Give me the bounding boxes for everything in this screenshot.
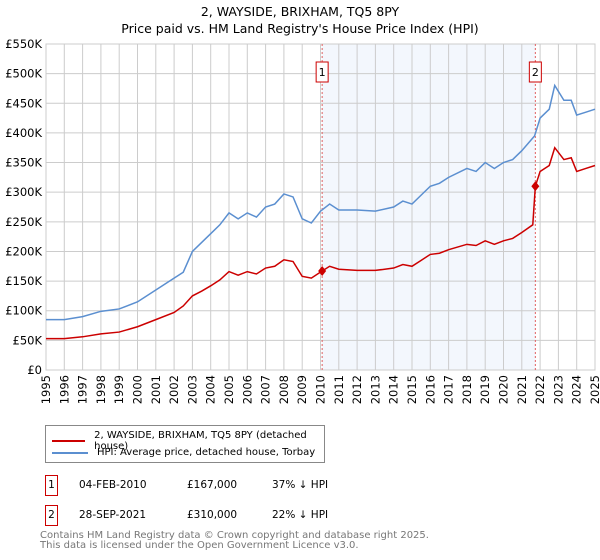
annotation-box	[315, 61, 329, 83]
marker-badge: 1	[45, 475, 58, 496]
legend-item-hpi: HPI: Average price, detached house, Torb…	[52, 447, 315, 458]
plot-area: £0 £50K £100K £150K £200K £250K £300K £350K £400…	[5, 37, 600, 404]
x-tick-label: 1996	[57, 375, 71, 404]
x-tick-label: 2015	[405, 375, 419, 404]
y-tick-label: £50K	[13, 333, 43, 347]
annotation-label: 1	[319, 66, 326, 79]
x-tick-label: 2024	[570, 375, 584, 404]
x-tick-label: 2013	[368, 375, 382, 404]
y-tick-label: £300K	[5, 185, 42, 199]
transaction-price: £310,000	[187, 509, 238, 521]
chart-title: 2, WAYSIDE, BRIXHAM, TQ5 8PY	[200, 4, 400, 19]
x-tick-label: 2000	[131, 375, 145, 404]
sale-point	[531, 181, 540, 192]
legend-swatch	[52, 451, 88, 454]
x-tick-label: 2020	[497, 375, 511, 404]
x-tick-label: 2011	[332, 375, 346, 404]
y-tick-label: £250K	[5, 215, 42, 229]
y-tick-label: £550K	[5, 37, 42, 51]
x-tick-label: 2005	[222, 375, 236, 404]
x-tick-label: 2021	[515, 375, 529, 404]
plot-border	[45, 43, 596, 371]
annotation-box	[528, 61, 542, 83]
x-tick-label: 2007	[259, 375, 273, 404]
y-tick-label: £400K	[5, 126, 42, 140]
x-tick-label: 2025	[588, 375, 600, 404]
legend-swatch	[52, 440, 86, 442]
x-tick-label: 2004	[204, 375, 218, 404]
x-tick-label: 2022	[533, 375, 547, 404]
footer-line: This data is licensed under the Open Gov…	[40, 540, 359, 551]
y-tick-label: £450K	[5, 96, 42, 110]
series-line	[46, 146, 596, 340]
x-tick-label: 1995	[39, 375, 53, 404]
sale-point	[318, 266, 327, 277]
x-tick-label: 2009	[295, 375, 309, 404]
x-tick-label: 2016	[423, 375, 437, 404]
series-line	[46, 83, 596, 321]
shaded-period	[322, 44, 536, 370]
x-tick-label: 1999	[112, 375, 126, 404]
transaction-diff: 22% ↓ HPI	[272, 509, 329, 521]
footer-line: Contains HM Land Registry data © Crown c…	[40, 530, 429, 541]
x-tick-label: 1998	[94, 375, 108, 404]
x-tick-label: 2023	[551, 375, 565, 404]
y-tick-label: £350K	[5, 156, 42, 170]
transaction-row: 1 04-FEB-2010 £167,000 37% ↓ HPI	[45, 475, 445, 497]
x-tick-label: 2006	[240, 375, 254, 404]
transaction-date: 28-SEP-2021	[79, 509, 147, 521]
x-tick-label: 2014	[387, 375, 401, 404]
annotation-label: 2	[532, 66, 539, 79]
x-tick-label: 2010	[314, 375, 328, 404]
legend-label: 2, WAYSIDE, BRIXHAM, TQ5 8PY (detached h…	[94, 430, 307, 452]
legend: 2, WAYSIDE, BRIXHAM, TQ5 8PY (detached h…	[45, 425, 325, 463]
x-tick-label: 2017	[442, 375, 456, 404]
transaction-price: £167,000	[187, 479, 238, 491]
x-tick-label: 2012	[350, 375, 364, 404]
x-tick-label: 2003	[185, 375, 199, 404]
legend-item-property: 2, WAYSIDE, BRIXHAM, TQ5 8PY (detached h…	[52, 430, 324, 452]
x-tick-label: 2002	[167, 375, 181, 404]
legend-label: HPI: Average price, detached house, Torb…	[97, 447, 316, 458]
transaction-diff: 37% ↓ HPI	[272, 479, 329, 491]
marker-badge: 2	[45, 505, 58, 526]
x-tick-label: 2019	[478, 375, 492, 404]
transaction-date: 04-FEB-2010	[79, 479, 147, 491]
x-tick-label: 1997	[76, 375, 90, 404]
y-tick-label: £0	[27, 363, 42, 377]
x-tick-label: 2018	[460, 375, 474, 404]
chart-subtitle: Price paid vs. HM Land Registry's House …	[121, 21, 479, 36]
footer: Contains HM Land Registry data © Crown c…	[40, 531, 429, 551]
y-tick-label: £150K	[5, 274, 42, 288]
y-tick-label: £100K	[5, 304, 42, 318]
x-tick-label: 2008	[277, 375, 291, 404]
transaction-row: 2 28-SEP-2021 £310,000 22% ↓ HPI	[45, 505, 445, 527]
x-tick-label: 2001	[149, 375, 163, 404]
y-tick-label: £500K	[5, 67, 42, 81]
y-tick-label: £200K	[5, 244, 42, 258]
